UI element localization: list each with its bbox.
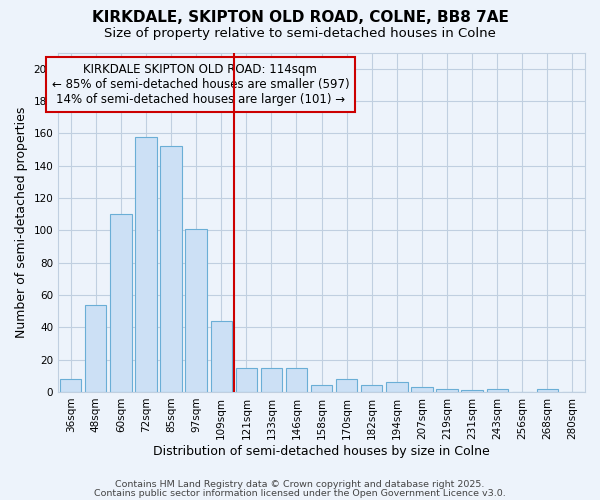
Text: KIRKDALE SKIPTON OLD ROAD: 114sqm
← 85% of semi-detached houses are smaller (597: KIRKDALE SKIPTON OLD ROAD: 114sqm ← 85% … [52, 62, 349, 106]
Bar [211, 321, 232, 392]
Bar [311, 386, 332, 392]
Bar [160, 146, 182, 392]
Bar [85, 304, 106, 392]
X-axis label: Distribution of semi-detached houses by size in Colne: Distribution of semi-detached houses by … [153, 444, 490, 458]
Text: Size of property relative to semi-detached houses in Colne: Size of property relative to semi-detach… [104, 28, 496, 40]
Bar [185, 228, 207, 392]
Bar [336, 379, 358, 392]
Bar [411, 387, 433, 392]
Text: Contains HM Land Registry data © Crown copyright and database right 2025.: Contains HM Land Registry data © Crown c… [115, 480, 485, 489]
Bar [436, 388, 458, 392]
Bar [110, 214, 131, 392]
Bar [136, 136, 157, 392]
Text: KIRKDALE, SKIPTON OLD ROAD, COLNE, BB8 7AE: KIRKDALE, SKIPTON OLD ROAD, COLNE, BB8 7… [92, 10, 508, 25]
Bar [60, 379, 82, 392]
Bar [461, 390, 483, 392]
Bar [236, 368, 257, 392]
Text: Contains public sector information licensed under the Open Government Licence v3: Contains public sector information licen… [94, 489, 506, 498]
Bar [361, 386, 382, 392]
Bar [286, 368, 307, 392]
Bar [261, 368, 282, 392]
Bar [537, 388, 558, 392]
Bar [386, 382, 407, 392]
Y-axis label: Number of semi-detached properties: Number of semi-detached properties [15, 106, 28, 338]
Bar [487, 388, 508, 392]
